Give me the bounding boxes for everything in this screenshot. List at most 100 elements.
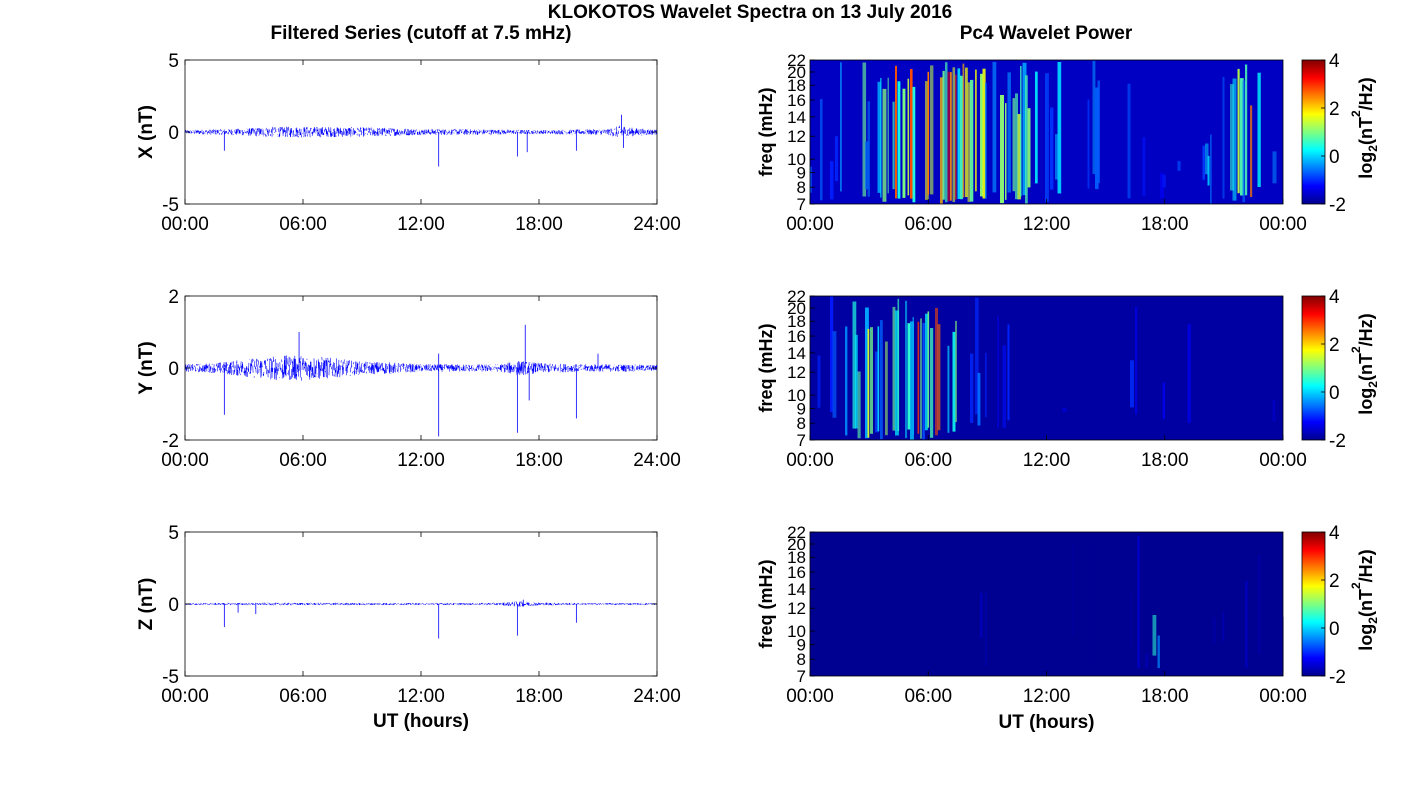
heatmap-streak [1000, 95, 1004, 204]
colorbar-tick-label: -2 [1329, 195, 1346, 216]
heatmap-streak [910, 321, 914, 440]
heatmap-streak [897, 81, 901, 199]
heatmap-streak [895, 65, 897, 199]
colorbar-tick-label: 4 [1329, 287, 1340, 308]
x-tick-label: 00:00 [1259, 450, 1307, 471]
heatmap-streak [905, 300, 908, 439]
heatmap-streak [892, 306, 896, 431]
heatmap-streak [870, 327, 873, 434]
y-tick-label: 14 [787, 344, 806, 363]
colorbar-tick-label: 0 [1329, 147, 1340, 168]
y-tick-label: 8 [797, 414, 806, 433]
heatmap-streak [1280, 616, 1284, 672]
heatmap-streak [1202, 145, 1205, 180]
heatmap-streak [1257, 554, 1261, 654]
heatmap-streak [927, 71, 930, 195]
heatmap-streak [855, 334, 858, 429]
colorbar-label: log2(nT2/Hz) [1349, 77, 1380, 178]
y-tick-label: 7 [797, 195, 806, 214]
colorbar-tick-label: 0 [1329, 619, 1340, 640]
heatmap-streak [947, 345, 950, 433]
heatmap-background [810, 532, 1283, 676]
colorbar-label-part: 2 [1349, 346, 1363, 353]
heatmap-streak [1002, 345, 1006, 428]
y-axis-label: Y (nT) [136, 341, 157, 394]
x-tick-label: 18:00 [515, 214, 563, 235]
heatmap-streak [1127, 83, 1131, 199]
y-tick-label: 18 [787, 548, 806, 567]
y-tick-label: 2 [168, 287, 179, 308]
heatmap-streak [1137, 535, 1140, 668]
x-tick-label: 00:00 [786, 214, 834, 235]
heatmap-streak [1005, 103, 1007, 200]
colorbar-tick-label: 0 [1329, 383, 1340, 404]
heatmap-streak [965, 67, 968, 198]
heatmap-streak [907, 78, 910, 196]
heatmap-streak [1162, 174, 1166, 188]
heatmap-streak [867, 328, 870, 438]
heatmap-streak [957, 68, 961, 200]
heatmap-streak [940, 77, 943, 204]
heatmap-streak [875, 351, 879, 433]
heatmap-streak [950, 72, 952, 201]
heatmap-background [810, 296, 1283, 440]
x-tick-label: 00:00 [161, 450, 209, 471]
colorbar-label-part: /Hz) [1356, 549, 1376, 582]
heatmap-streak [1250, 105, 1253, 197]
x-axis-label: UT (hours) [373, 711, 469, 732]
heatmap-streak [840, 62, 842, 192]
x-tick-label: 06:00 [904, 686, 952, 707]
heatmap-streak [865, 141, 869, 190]
heatmap-streak [1020, 66, 1022, 197]
colorbar-tick-label: 2 [1329, 99, 1340, 120]
heatmap-streak [1272, 151, 1277, 184]
right-column-title: Pc4 Wavelet Power [960, 23, 1133, 44]
heatmap-streak [997, 316, 999, 428]
y-tick-label: 10 [787, 622, 806, 641]
y-tick-label: 12 [787, 363, 806, 382]
heatmap-streak [1050, 107, 1054, 190]
heatmap-streak [1152, 615, 1157, 656]
x-tick-label: 06:00 [904, 450, 952, 471]
x-tick-label: 00:00 [1259, 686, 1307, 707]
x-tick-label: 00:00 [786, 686, 834, 707]
x-tick-label: 18:00 [1141, 686, 1189, 707]
heatmap-streak [970, 353, 974, 423]
y-tick-label: 16 [787, 91, 806, 110]
heatmap-streak [852, 301, 857, 429]
heatmap-streak [832, 331, 837, 418]
figure-title: KLOKOTOS Wavelet Spectra on 13 July 2016 [548, 2, 952, 23]
x-tick-label: 00:00 [1259, 214, 1307, 235]
heatmap-streak [880, 320, 883, 440]
heatmap-streak [885, 341, 888, 436]
y-tick-label: 7 [797, 667, 806, 686]
heatmap-streak [955, 320, 957, 423]
heatmap-streak [1212, 616, 1216, 644]
x-tick-label: 00:00 [786, 450, 834, 471]
series-panel-x: 5 0 -500:00 06:00 12:00 18:00 24:00 X (nT) [136, 51, 681, 235]
heatmap-streak [1205, 143, 1209, 175]
heatmap-streak [1097, 80, 1100, 183]
x-tick-label: 12:00 [1023, 686, 1071, 707]
heatmap-streak [980, 592, 983, 639]
heatmap-streak [895, 310, 899, 436]
x-tick-label: 12:00 [397, 686, 445, 707]
heatmap-streak [1072, 543, 1075, 636]
heatmap-streak [1157, 635, 1160, 669]
heatmap-streak [1160, 173, 1164, 198]
heatmap-streak [1257, 72, 1261, 187]
heatmap-streak [1087, 99, 1090, 189]
x-tick-label: 24:00 [633, 214, 681, 235]
x-tick-label: 18:00 [515, 450, 563, 471]
heatmap-streak [1222, 612, 1225, 641]
colorbar-tick-label: 4 [1329, 523, 1340, 544]
y-tick-label: 22 [787, 51, 806, 70]
y-tick-label: 14 [787, 580, 806, 599]
heatmap-streak [810, 166, 812, 193]
y-tick-label: 8 [797, 650, 806, 669]
